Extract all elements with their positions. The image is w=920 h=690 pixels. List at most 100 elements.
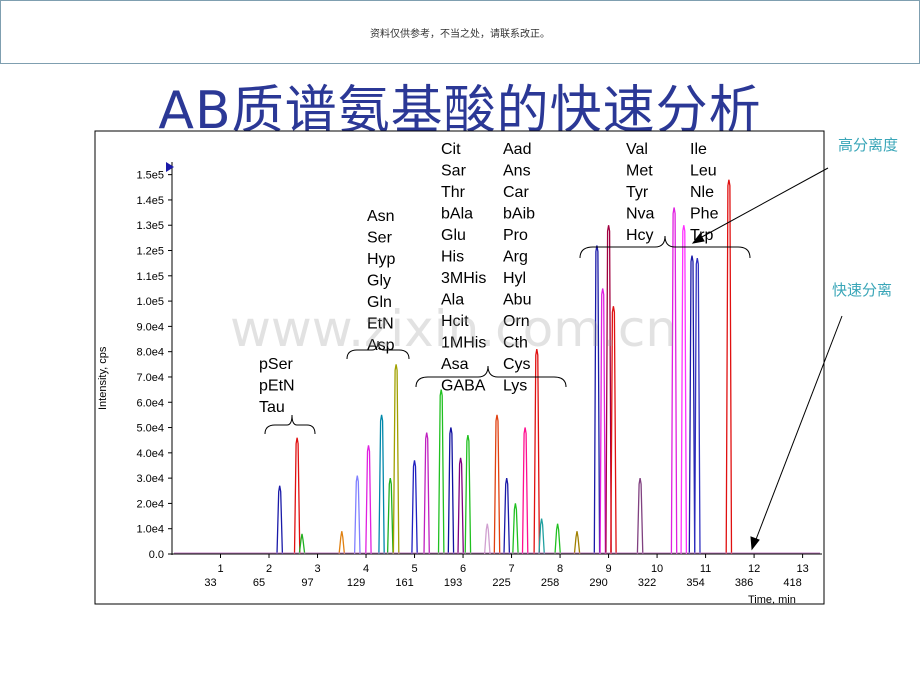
- chart-frame: [94, 130, 825, 605]
- x-tick-time-label: 5: [411, 563, 417, 575]
- x-tick-time-label: 3: [314, 563, 320, 575]
- compound-label: Cit: [441, 141, 461, 158]
- compound-label: Glu: [441, 227, 466, 244]
- chromatogram-peak: [365, 445, 372, 555]
- arrow-high-resolution: [699, 167, 829, 239]
- brace-group-2: [346, 340, 410, 360]
- chromatogram-peak: [392, 364, 400, 555]
- x-tick-scan-label: 97: [301, 577, 313, 589]
- compound-label: EtN: [367, 316, 394, 333]
- compound-label: Arg: [503, 249, 528, 266]
- chromatogram-peak: [610, 306, 617, 555]
- chromatogram-peak: [493, 414, 501, 555]
- y-tick-label: 8.0e4: [136, 347, 164, 359]
- compound-label: Met: [626, 163, 653, 180]
- chromatogram-peak: [437, 389, 445, 555]
- x-tick-time-label: 10: [651, 563, 663, 575]
- brace-group-1: [264, 414, 316, 435]
- compound-label: Orn: [503, 313, 530, 330]
- y-tick-label: 6.0e4: [136, 397, 164, 409]
- y-tick-label: 4.0e4: [136, 448, 164, 460]
- compound-label: Hcy: [626, 227, 654, 244]
- chromatogram-peak: [447, 427, 455, 555]
- x-tick-scan-label: 354: [686, 577, 704, 589]
- compound-label: His: [441, 249, 464, 266]
- annotation-high-resolution: 高分离度: [838, 136, 899, 154]
- compound-label: Asn: [367, 208, 395, 225]
- y-tick-label: 9.0e4: [136, 321, 164, 333]
- compound-label: Hyp: [367, 251, 396, 268]
- chromatogram-peak: [276, 485, 284, 555]
- y-axis-marker: [166, 162, 174, 172]
- compound-label: GABA: [441, 378, 486, 395]
- y-tick-label: 5.0e4: [136, 423, 164, 435]
- arrowhead-high-resolution: [691, 233, 705, 244]
- compound-label: 1MHis: [441, 335, 486, 352]
- chromatogram-peak: [554, 523, 561, 555]
- x-tick-scan-label: 33: [204, 577, 216, 589]
- chromatogram-peak: [636, 477, 644, 555]
- brace-group-4: [579, 235, 751, 259]
- x-tick-scan-label: 129: [347, 577, 365, 589]
- y-tick-label: 1.3e5: [136, 220, 164, 232]
- chromatogram-peak: [573, 531, 581, 555]
- x-tick-time-label: 6: [460, 563, 466, 575]
- x-tick-scan-label: 290: [589, 577, 607, 589]
- chromatogram-peak: [694, 257, 701, 555]
- compound-label: Pro: [503, 227, 528, 244]
- compound-label: Tau: [259, 399, 285, 416]
- arrow-fast-separation: [754, 315, 843, 543]
- x-tick-time-label: 7: [508, 563, 514, 575]
- chromatogram-peak: [521, 427, 529, 555]
- chromatogram-peak: [688, 255, 696, 555]
- compound-label: Sar: [441, 163, 467, 180]
- chromatogram-peak: [386, 477, 394, 555]
- chromatogram-peak: [725, 179, 733, 555]
- chromatogram-peak: [464, 434, 472, 555]
- compound-label: Tyr: [626, 184, 649, 201]
- x-tick-scan-label: 418: [783, 577, 801, 589]
- chromatogram-peak: [411, 460, 418, 555]
- arrowhead-fast-separation: [750, 536, 760, 551]
- compound-label: Abu: [503, 292, 531, 309]
- y-tick-label: 1.1e5: [136, 271, 164, 283]
- x-tick-scan-label: 161: [395, 577, 413, 589]
- brace-group-3: [415, 365, 567, 388]
- y-tick-label: 2.0e4: [136, 498, 164, 510]
- chromatogram-peak: [680, 225, 688, 555]
- compound-label: Gln: [367, 294, 392, 311]
- compound-label: Asp: [367, 337, 395, 354]
- chromatogram-peak: [423, 432, 430, 555]
- x-tick-time-label: 9: [606, 563, 612, 575]
- x-tick-time-label: 8: [557, 563, 563, 575]
- compound-label: pEtN: [259, 378, 295, 395]
- y-tick-label: 7.0e4: [136, 372, 164, 384]
- chromatogram-peak: [533, 348, 541, 555]
- x-tick-scan-label: 65: [253, 577, 265, 589]
- compound-label: Cys: [503, 356, 531, 373]
- compound-label: 3MHis: [441, 270, 486, 287]
- compound-label: Ile: [690, 141, 707, 158]
- chromatogram-peak: [599, 288, 607, 555]
- compound-label: Gly: [367, 273, 391, 290]
- chromatogram-peak: [512, 503, 519, 555]
- compound-label: Thr: [441, 184, 466, 201]
- x-tick-time-label: 1: [217, 563, 223, 575]
- x-tick-time-label: 12: [748, 563, 760, 575]
- chromatogram-peak: [538, 518, 545, 555]
- compound-label: Nva: [626, 206, 655, 223]
- compound-label: Val: [626, 141, 648, 158]
- y-tick-label: 1.0e4: [136, 524, 164, 536]
- compound-label: Ala: [441, 292, 464, 309]
- x-tick-scan-label: 258: [541, 577, 559, 589]
- compound-label: Cth: [503, 335, 528, 352]
- x-tick-scan-label: 386: [735, 577, 753, 589]
- y-tick-label: 1.4e5: [136, 195, 164, 207]
- y-tick-label: 1.5e5: [136, 170, 164, 182]
- x-tick-time-label: 4: [363, 563, 369, 575]
- annotation-fast-separation: 快速分离: [832, 281, 893, 299]
- x-tick-scan-label: 322: [638, 577, 656, 589]
- compound-label: pSer: [259, 356, 293, 373]
- compound-label: Hyl: [503, 270, 526, 287]
